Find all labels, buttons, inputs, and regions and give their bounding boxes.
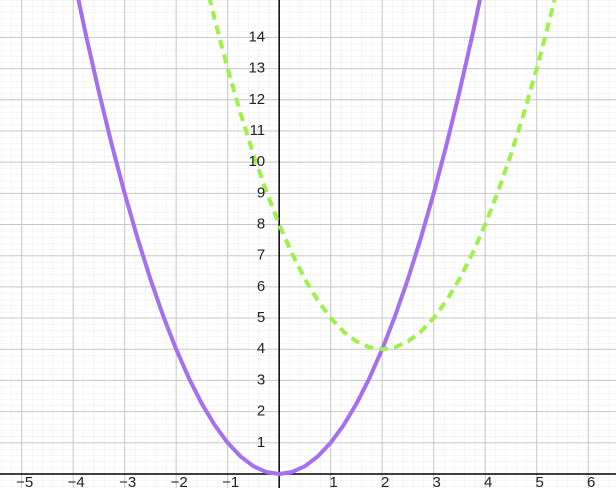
y-tick-label: 8 [257, 215, 265, 232]
series-line [207, 0, 557, 352]
series-line [76, 0, 482, 476]
x-tick-label: −1 [222, 474, 239, 488]
x-tick-label: 5 [536, 474, 544, 488]
y-tick-label: 13 [248, 60, 265, 77]
y-tick-label: 1 [257, 434, 265, 451]
y-tick-label: 4 [257, 340, 265, 357]
y-tick-label: 3 [257, 371, 265, 388]
x-tick-label: 2 [381, 474, 389, 488]
x-tick-label: −3 [119, 474, 136, 488]
x-tick-label: −4 [68, 474, 85, 488]
y-tick-label: 11 [250, 122, 266, 139]
x-tick-label: 4 [484, 474, 492, 488]
x-tick-label: 1 [329, 474, 337, 488]
x-tick-label: −5 [16, 474, 33, 488]
x-tick-label: 3 [433, 474, 441, 488]
y-tick-label: 12 [248, 91, 265, 108]
y-tick-label: 5 [257, 309, 265, 326]
y-tick-label: 14 [248, 28, 265, 45]
y-tick-label: 10 [248, 153, 265, 170]
y-tick-label: 2 [257, 403, 265, 420]
y-tick-label: 9 [257, 184, 265, 201]
y-tick-label: 6 [257, 278, 265, 295]
x-tick-label: 6 [587, 474, 595, 488]
y-tick-label: 7 [257, 247, 265, 264]
x-tick-label: −2 [171, 474, 188, 488]
